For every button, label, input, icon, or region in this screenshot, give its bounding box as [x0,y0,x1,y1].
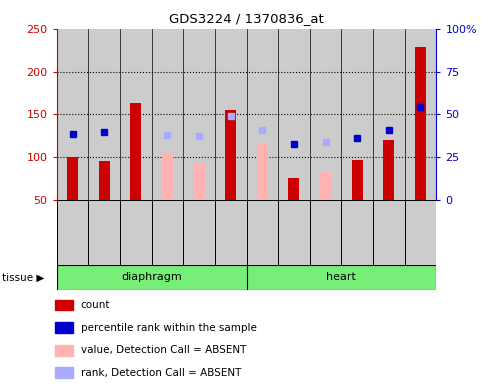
Text: count: count [81,300,110,310]
Bar [130,103,141,200]
Bar [183,200,215,265]
Bar [120,200,152,265]
Bar [57,29,88,200]
Bar [373,29,405,200]
Bar [352,159,363,200]
Bar [183,29,215,200]
Bar [215,200,246,265]
Bar [278,29,310,200]
Bar [194,163,205,200]
Bar [57,265,246,290]
Text: percentile rank within the sample: percentile rank within the sample [81,323,257,333]
Bar [88,29,120,200]
Bar [152,200,183,265]
Bar [405,29,436,200]
Text: diaphragm: diaphragm [121,272,182,283]
Bar [257,144,268,200]
Bar [88,200,120,265]
Bar [55,322,73,333]
Bar [246,200,278,265]
Bar [341,29,373,200]
Text: value, Detection Call = ABSENT: value, Detection Call = ABSENT [81,345,246,355]
Bar [310,200,341,265]
Bar [320,172,331,200]
Bar [57,200,88,265]
Bar [99,161,109,200]
Text: tissue ▶: tissue ▶ [2,272,45,283]
Bar [405,200,436,265]
Bar [162,154,173,200]
Text: heart: heart [326,272,356,283]
Bar [415,47,426,200]
Bar [373,200,405,265]
Bar [55,345,73,356]
Bar [246,265,436,290]
Bar [384,140,394,200]
Bar [67,157,78,200]
Title: GDS3224 / 1370836_at: GDS3224 / 1370836_at [169,12,324,25]
Bar [152,29,183,200]
Bar [278,200,310,265]
Bar [341,200,373,265]
Bar [215,29,246,200]
Bar [55,367,73,378]
Bar [120,29,152,200]
Bar [310,29,341,200]
Bar [225,110,236,200]
Bar [246,29,278,200]
Bar [55,300,73,310]
Bar [288,178,299,200]
Text: rank, Detection Call = ABSENT: rank, Detection Call = ABSENT [81,368,241,378]
